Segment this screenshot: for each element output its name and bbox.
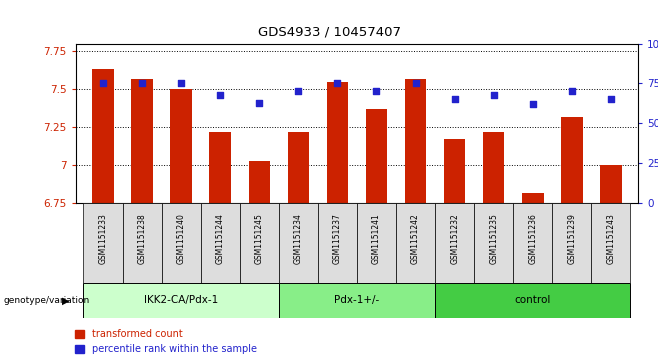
Bar [474,203,513,283]
Bar [279,203,318,283]
Point [332,81,343,86]
Bar [513,203,552,283]
Text: GSM1151238: GSM1151238 [138,213,147,264]
Text: GSM1151240: GSM1151240 [176,213,186,264]
Bar [279,283,435,318]
Point [605,97,616,102]
Point [488,92,499,98]
Point [371,89,382,94]
Text: GSM1151236: GSM1151236 [528,213,538,264]
Bar [561,117,582,203]
Point [254,100,265,106]
Point [528,101,538,107]
Text: Pdx-1+/-: Pdx-1+/- [334,295,380,305]
Text: control: control [515,295,551,305]
Text: genotype/variation: genotype/variation [3,296,89,305]
Text: GSM1151241: GSM1151241 [372,213,381,264]
Text: GSM1151239: GSM1151239 [567,213,576,264]
Text: IKK2-CA/Pdx-1: IKK2-CA/Pdx-1 [144,295,218,305]
Bar [357,203,396,283]
Bar [600,165,622,203]
Bar [318,203,357,283]
Text: GDS4933 / 10457407: GDS4933 / 10457407 [257,25,401,38]
Bar [435,283,630,318]
Text: GSM1151242: GSM1151242 [411,213,420,264]
Bar [396,203,435,283]
Bar [132,78,153,203]
Point [176,81,186,86]
Bar [592,203,630,283]
Bar [366,109,388,203]
Legend: transformed count, percentile rank within the sample: transformed count, percentile rank withi… [70,326,261,358]
Text: GSM1151245: GSM1151245 [255,213,264,264]
Bar [405,78,426,203]
Bar [84,203,122,283]
Point [215,92,226,98]
Bar [209,132,231,203]
Bar [162,203,201,283]
Text: GSM1151234: GSM1151234 [294,213,303,264]
Text: GSM1151244: GSM1151244 [216,213,225,264]
Point [411,81,421,86]
Point [293,89,303,94]
Text: GSM1151237: GSM1151237 [333,213,342,264]
Bar [92,69,114,203]
Bar [122,203,162,283]
Bar [249,161,270,203]
Bar [444,139,465,203]
Point [449,97,460,102]
Point [98,81,109,86]
Bar [435,203,474,283]
Text: GSM1151235: GSM1151235 [489,213,498,264]
Text: GSM1151232: GSM1151232 [450,213,459,264]
Bar [84,283,279,318]
Bar [288,132,309,203]
Bar [483,132,505,203]
Bar [522,193,544,203]
Text: ▶: ▶ [62,295,69,305]
Bar [170,89,192,203]
Bar [240,203,279,283]
Text: GSM1151243: GSM1151243 [607,213,615,264]
Point [137,81,147,86]
Bar [552,203,592,283]
Bar [326,82,348,203]
Bar [201,203,240,283]
Text: GSM1151233: GSM1151233 [99,213,107,264]
Point [567,89,577,94]
